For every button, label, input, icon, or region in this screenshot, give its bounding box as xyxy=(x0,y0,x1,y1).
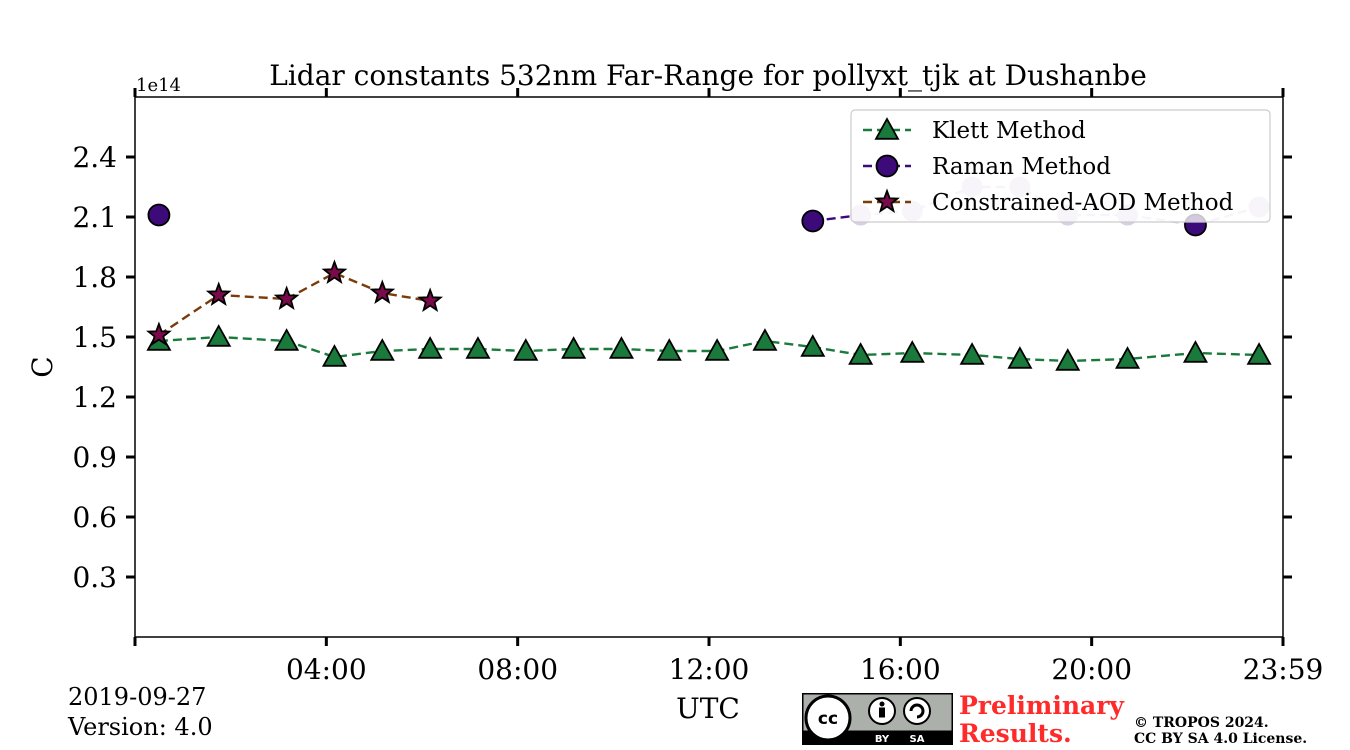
y-tick-label: 2.1 xyxy=(72,201,117,234)
legend-item-constrained-aod: Constrained-AOD Method xyxy=(863,188,1234,216)
legend-label: Raman Method xyxy=(932,154,1111,180)
data-point xyxy=(899,340,925,363)
legend: Klett Method Raman Method Constrained-AOD … xyxy=(850,109,1271,223)
legend-marker xyxy=(874,117,900,140)
data-point xyxy=(1055,348,1081,371)
x-tick-label: 20:00 xyxy=(1051,653,1132,686)
series-klett xyxy=(146,324,1272,371)
x-axis-label: UTC xyxy=(676,692,740,725)
y-tick-label: 0.6 xyxy=(72,501,117,534)
legend-marker xyxy=(875,154,899,178)
data-point xyxy=(417,336,443,359)
license-line: CC BY SA 4.0 License. xyxy=(1134,731,1308,747)
y-multiplier-label: 1e14 xyxy=(136,75,181,96)
data-point xyxy=(369,279,396,304)
data-point xyxy=(801,209,825,233)
results-label: Results. xyxy=(959,719,1072,748)
legend-item-raman: Raman Method xyxy=(863,154,1111,180)
chart-title: Lidar constants 532nm Far-Range for poll… xyxy=(269,59,1147,92)
data-point xyxy=(513,338,539,361)
data-point xyxy=(321,344,347,367)
preliminary-label: Preliminary xyxy=(959,691,1124,720)
data-point xyxy=(959,342,985,365)
data-point xyxy=(465,336,491,359)
data-point xyxy=(369,338,395,361)
x-tick-label: 16:00 xyxy=(860,653,941,686)
copyright-line: © TROPOS 2024. xyxy=(1134,715,1269,731)
cc-by-sa-license-badge: cc BY SA xyxy=(802,693,953,745)
date-label: 2019-09-27 xyxy=(68,683,207,711)
series-constrained-aod xyxy=(146,259,444,346)
data-point xyxy=(274,328,300,351)
legend-label: Klett Method xyxy=(932,118,1086,144)
data-point xyxy=(321,259,348,284)
data-point xyxy=(848,342,874,365)
data-point xyxy=(146,321,172,346)
data-point xyxy=(1182,340,1208,363)
y-tick-label: 0.3 xyxy=(72,561,117,594)
data-point xyxy=(800,334,826,357)
data-point xyxy=(417,287,444,312)
y-tick-label: 0.9 xyxy=(72,441,117,474)
legend-box xyxy=(850,109,1271,223)
data-point xyxy=(205,281,232,306)
data-point xyxy=(1246,342,1272,365)
y-tick-label: 1.8 xyxy=(72,261,117,294)
data-point xyxy=(1115,346,1141,369)
cc-icon xyxy=(804,694,852,742)
y-axis-label: C xyxy=(26,356,59,377)
x-tick-label: 23:59 xyxy=(1243,653,1324,686)
legend-marker xyxy=(874,188,900,213)
data-point xyxy=(752,328,778,351)
legend-label: Constrained-AOD Method xyxy=(932,190,1234,216)
data-point xyxy=(561,336,587,359)
data-point xyxy=(1007,346,1033,369)
y-tick-label: 1.2 xyxy=(72,381,117,414)
svg-text:BY: BY xyxy=(875,734,890,745)
data-point xyxy=(608,336,634,359)
sa-share-alike-icon xyxy=(903,697,931,725)
x-tick-label: 12:00 xyxy=(669,653,750,686)
y-tick-label: 1.5 xyxy=(72,321,117,354)
series-line xyxy=(158,335,1260,363)
x-tick-label: 04:00 xyxy=(286,653,367,686)
data-point xyxy=(147,203,171,227)
data-point xyxy=(273,285,300,310)
data-point xyxy=(704,338,730,361)
x-tick-label: 08:00 xyxy=(477,653,558,686)
data-point xyxy=(206,324,232,347)
svg-text:SA: SA xyxy=(910,734,925,745)
legend-item-klett: Klett Method xyxy=(863,117,1086,144)
svg-text:cc: cc xyxy=(818,709,838,729)
series-line xyxy=(158,271,431,336)
axes-frame: 04:00 08:00 12:00 16:00 20:00 23:59 0.3 0.6 0.9 1… xyxy=(72,88,1323,686)
y-tick-label: 2.4 xyxy=(72,141,117,174)
version-label: Version: 4.0 xyxy=(68,713,213,741)
data-point xyxy=(656,338,682,361)
